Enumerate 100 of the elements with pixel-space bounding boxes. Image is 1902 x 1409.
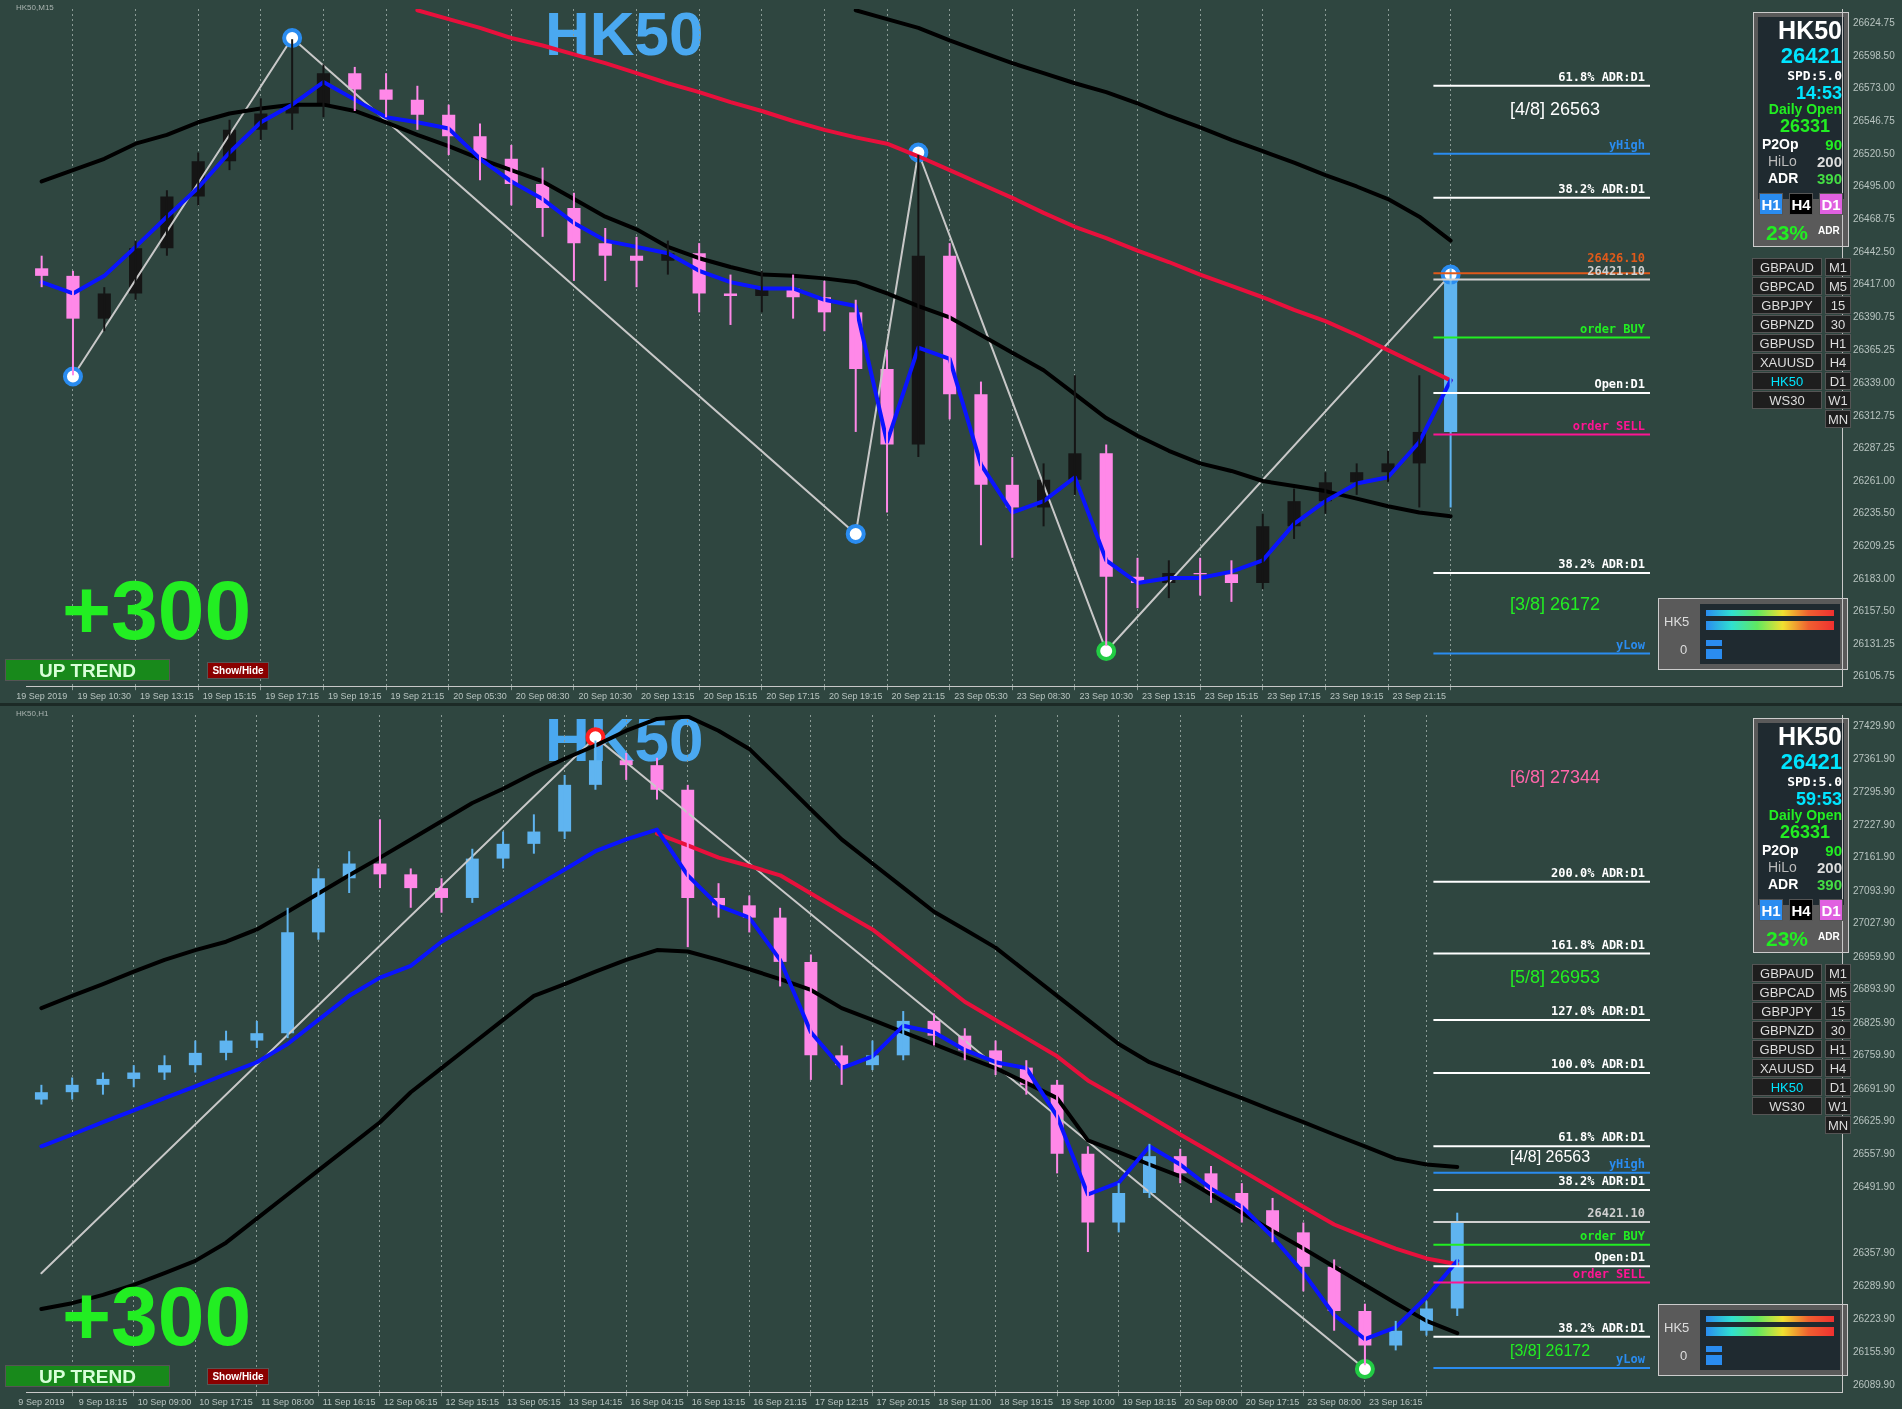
annotation: 23% — [1766, 221, 1809, 244]
y-tick-label: 27295.90 — [1853, 785, 1896, 797]
y-tick-label: 27361.90 — [1853, 753, 1896, 765]
x-tick-label: 23 Sep 15:15 — [1204, 691, 1259, 702]
annotation: ADR — [1768, 170, 1799, 186]
annotation: HK50 — [1778, 722, 1842, 750]
ref-line-label: yHigh — [1608, 137, 1645, 152]
x-tick-label: 19 Sep 15:15 — [202, 691, 257, 702]
timeframe-button: MN — [1825, 410, 1851, 428]
x-tick-label: 19 Sep 19:15 — [327, 691, 382, 702]
x-tick-label: 20 Sep 17:15 — [766, 691, 820, 702]
y-tick-label: 26959.90 — [1853, 950, 1896, 962]
chart-subtitle: HK50,H1 — [16, 709, 49, 718]
annotation: ADR — [1768, 876, 1799, 892]
x-tick-label: 16 Sep 13:15 — [691, 1397, 746, 1408]
annotation: HK5 — [1664, 614, 1690, 629]
y-tick-label: 26442.50 — [1853, 246, 1896, 258]
symbol-button: GBPUSD — [1752, 1040, 1822, 1058]
x-tick-label: 23 Sep 16:15 — [1368, 1397, 1423, 1408]
y-tick-label: 27227.90 — [1853, 818, 1896, 830]
timeframe-button: H1 — [1825, 334, 1851, 352]
ref-line-label: 26426.10 — [1587, 250, 1645, 265]
x-tick-label: 20 Sep 08:30 — [515, 691, 570, 702]
annotation: 26331 — [1779, 822, 1830, 842]
point — [62, 366, 83, 387]
annotation: HiLo — [1768, 859, 1797, 875]
annotation: 200 — [1816, 153, 1842, 170]
annotation: Daily Open — [1768, 807, 1842, 823]
y-tick-label: 26105.75 — [1853, 670, 1896, 682]
annotation: HK50 — [1778, 16, 1842, 44]
annotation: 0 — [1680, 642, 1688, 657]
x-tick-label: 18 Sep 19:15 — [999, 1397, 1054, 1408]
symbol-button: GBPAUD — [1752, 258, 1822, 276]
ref-line-label: 38.2% ADR:D1 — [1558, 1320, 1645, 1335]
y-tick-label: 26289.90 — [1853, 1280, 1896, 1292]
ref-line-label: 61.8% ADR:D1 — [1558, 69, 1645, 84]
annotation: [3/8] 26172 — [1510, 1342, 1591, 1359]
tab-button: H1 — [1759, 899, 1783, 921]
timeframe-button: 30 — [1825, 315, 1851, 333]
y-tick-label: 26131.25 — [1853, 638, 1896, 650]
annotation: ADR — [1818, 931, 1840, 942]
annotation: 26421 — [1780, 749, 1842, 774]
x-tick-label: 23 Sep 19:15 — [1329, 691, 1384, 702]
symbol-button: GBPJPY — [1752, 1002, 1822, 1020]
y-tick-label: 26691.90 — [1853, 1082, 1896, 1094]
ref-line-label: 38.2% ADR:D1 — [1558, 557, 1645, 572]
ref-line-label: yLow — [1616, 1352, 1646, 1367]
timeframe-button: D1 — [1825, 372, 1851, 390]
y-tick-label: 27429.90 — [1853, 719, 1896, 731]
candlestick — [158, 1054, 171, 1081]
toggle-button: Show/Hide — [207, 662, 269, 679]
ref-line-label: 127.0% ADR:D1 — [1551, 1004, 1645, 1019]
timeframe-button: 15 — [1825, 1002, 1851, 1020]
y-tick-label: 26491.90 — [1853, 1180, 1896, 1192]
y-tick-label: 26625.90 — [1853, 1115, 1896, 1127]
y-tick-label: 26365.25 — [1853, 343, 1896, 355]
x-tick-label: 23 Sep 10:30 — [1079, 691, 1133, 702]
y-tick-label: 26157.50 — [1853, 605, 1896, 617]
x-tick-label: 20 Sep 21:15 — [891, 691, 946, 702]
ref-line-label: 200.0% ADR:D1 — [1551, 865, 1645, 880]
annotation: 26421 — [1780, 43, 1842, 68]
timeframe-button: H4 — [1825, 353, 1851, 371]
annotation: [4/8] 26563 — [1510, 99, 1601, 119]
ref-line-label: 38.2% ADR:D1 — [1558, 181, 1645, 196]
timeframe-button: H4 — [1825, 1059, 1851, 1077]
y-tick-label: 26155.90 — [1853, 1346, 1896, 1358]
y-tick-label: 26495.00 — [1853, 180, 1896, 192]
point — [282, 27, 303, 48]
x-tick-label: 10 Sep 17:15 — [199, 1397, 253, 1408]
symbol-button: GBPCAD — [1752, 983, 1822, 1001]
x-tick-label: 20 Sep 19:15 — [828, 691, 883, 702]
y-tick-label: 26598.50 — [1853, 49, 1896, 61]
x-tick-label: 19 Sep 21:15 — [390, 691, 445, 702]
x-tick-label: 16 Sep 04:15 — [630, 1397, 684, 1408]
point — [845, 523, 866, 544]
y-tick-label: 26825.90 — [1853, 1016, 1896, 1028]
x-tick-label: 20 Sep 13:15 — [641, 691, 695, 702]
y-tick-label: 26893.90 — [1853, 983, 1896, 995]
annotation: 14:53 — [1795, 83, 1842, 103]
y-tick-label: 26557.90 — [1853, 1148, 1896, 1160]
annotation: 390 — [1816, 170, 1842, 187]
x-tick-label: 9 Sep 2019 — [18, 1397, 65, 1408]
annotation: +300 — [62, 563, 252, 657]
annotation: 90 — [1825, 136, 1842, 153]
y-tick-label: 26183.00 — [1853, 572, 1896, 584]
y-tick-label: 26573.00 — [1853, 82, 1896, 94]
x-tick-label: 23 Sep 13:15 — [1142, 691, 1196, 702]
symbol-button: WS30 — [1752, 1097, 1822, 1115]
annotation: SPD:5.0 — [1787, 68, 1842, 83]
annotation: ADR — [1818, 225, 1840, 236]
tab-button: H4 — [1789, 193, 1813, 215]
timeframe-button: H1 — [1825, 1040, 1851, 1058]
status-badge: UP TREND — [5, 1365, 170, 1387]
chart-subtitle: HK50,M15 — [16, 3, 54, 12]
x-tick-label: 11 Sep 16:15 — [322, 1397, 376, 1408]
annotation: +300 — [62, 1269, 252, 1363]
tab-button: D1 — [1819, 193, 1843, 215]
symbol-button: WS30 — [1752, 391, 1822, 409]
x-tick-label: 23 Sep 05:30 — [954, 691, 1008, 702]
y-tick-label: 26520.50 — [1853, 148, 1896, 160]
